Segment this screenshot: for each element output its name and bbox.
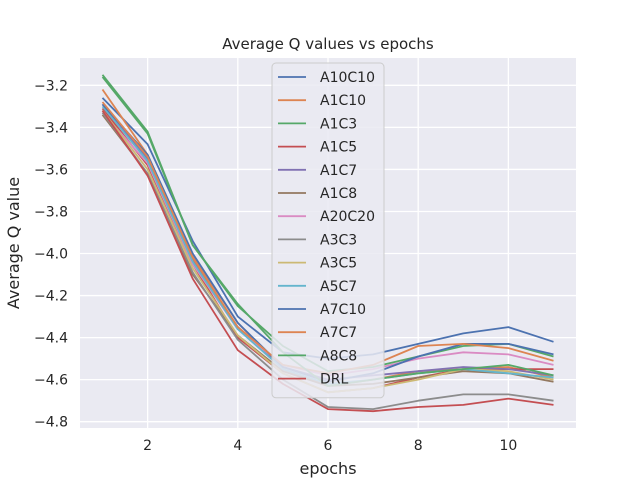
series-line-a3c3 [101,112,554,411]
y-tick-label: −4.6 [34,373,68,389]
y-axis-label: Average Q value [4,177,23,309]
y-tick-label: −3.8 [34,204,68,220]
y-tick-label: −3.4 [34,120,68,136]
legend-label: A7C7 [320,325,357,341]
x-axis-label: epochs [299,459,356,478]
legend-label: A1C10 [320,93,366,109]
y-tick-label: −3.2 [34,78,68,94]
x-tick-label: 10 [499,438,517,454]
x-tick-label: 6 [324,438,333,454]
legend-label: A1C8 [320,186,357,202]
legend-label: A8C8 [320,348,357,364]
y-tick-label: −4.0 [34,247,68,263]
legend-label: A1C3 [320,116,357,132]
y-tick-label: −4.4 [34,331,68,347]
x-tick-label: 4 [233,438,242,454]
legend: A10C10 A1C10 A1C3 A1C5 A1C7 A1C8 A20C20 A3C3 A3C… [271,62,385,399]
legend-label: A20C20 [320,209,375,225]
legend-label: A3C5 [320,256,357,272]
y-tick-label: −4.8 [34,415,68,431]
legend-label: A10C10 [320,70,375,86]
y-tick-label: −4.2 [34,289,68,305]
legend-label: A5C7 [320,279,357,295]
x-tick-label: 2 [143,438,152,454]
legend-label: A7C10 [320,302,366,318]
legend-label: DRL [320,372,349,388]
series-line-drl [101,110,554,413]
y-tick-label: −3.6 [34,162,68,178]
tick-labels: 2 4 6 8 10 −4.8 −4.6 −4.4 −4.2 −4.0 −3.8 −3.6 −3.4 −3… [34,78,517,454]
legend-label: A1C7 [320,163,357,179]
chart-title: Average Q values vs epochs [222,35,434,53]
legend-label: A3C3 [320,232,357,248]
legend-label: A1C5 [320,140,357,156]
x-tick-label: 8 [414,438,423,454]
